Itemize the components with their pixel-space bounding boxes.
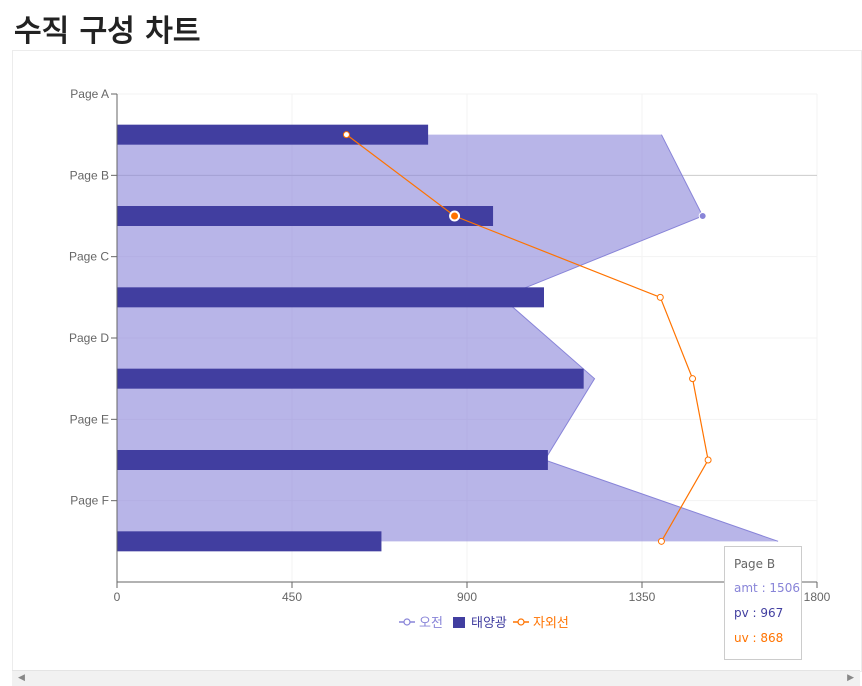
legend-swatch-pv: [453, 617, 465, 628]
y-tick-label: Page A: [70, 87, 109, 101]
bar-page-e[interactable]: [117, 450, 548, 470]
area-active-dot: [698, 212, 707, 220]
legend-item-amt[interactable]: 오전: [419, 616, 443, 631]
bar-page-f[interactable]: [117, 531, 382, 552]
line-dot-page-f[interactable]: [657, 537, 665, 545]
legend-swatch-dot-amt: [403, 618, 411, 626]
legend-item-pv[interactable]: 태양광: [471, 616, 507, 631]
y-tick-label: Page B: [70, 168, 109, 182]
line-dot-page-a[interactable]: [342, 131, 350, 139]
tooltip-title: Page B: [734, 557, 776, 571]
composed-chart[interactable]: Page A Page B Page C Page D Page E Page F 0 450…: [13, 51, 861, 671]
line-dot-page-b[interactable]: [449, 210, 461, 222]
x-tick-label: 900: [457, 590, 477, 604]
left-arrow-icon[interactable]: ◀: [18, 673, 25, 683]
legend-swatch-dot-uv: [517, 618, 525, 626]
right-arrow-icon[interactable]: ▶: [847, 673, 854, 683]
line-dot-page-e[interactable]: [704, 456, 712, 464]
horizontal-scrollbar[interactable]: ◀ ▶: [12, 670, 860, 686]
y-tick-label: Page F: [70, 494, 109, 508]
y-tick-label: Page E: [70, 412, 109, 426]
x-tick-label: 1800: [804, 590, 831, 604]
chart-tooltip: Page B amt : 1506 pv : 967 uv : 868: [724, 546, 802, 660]
bar-page-b[interactable]: [117, 206, 494, 226]
bar-page-c[interactable]: [117, 287, 544, 308]
line-series: [346, 134, 709, 542]
bar-page-d[interactable]: [117, 368, 584, 389]
tooltip-row-pv: pv : 967: [734, 606, 784, 620]
line-dot-page-c[interactable]: [656, 293, 664, 301]
x-tick-label: 0: [114, 590, 121, 604]
x-tick-label: 1350: [629, 590, 656, 604]
line-dot-page-d[interactable]: [689, 375, 697, 383]
page-title: 수직 구성 차트: [14, 14, 201, 49]
x-tick-label: 450: [282, 590, 302, 604]
area-series-line: [500, 134, 779, 542]
chart-panel: Page A Page B Page C Page D Page E Page F 0 450…: [12, 50, 862, 672]
tooltip-row-amt: amt : 1506: [734, 581, 800, 595]
legend-item-uv[interactable]: 자외선: [533, 616, 569, 631]
y-tick-label: Page C: [69, 250, 109, 264]
y-tick-label: Page D: [69, 331, 109, 345]
tooltip-row-uv: uv : 868: [734, 631, 784, 645]
bar-page-a[interactable]: [117, 124, 429, 145]
area-series-fill: [117, 134, 779, 542]
